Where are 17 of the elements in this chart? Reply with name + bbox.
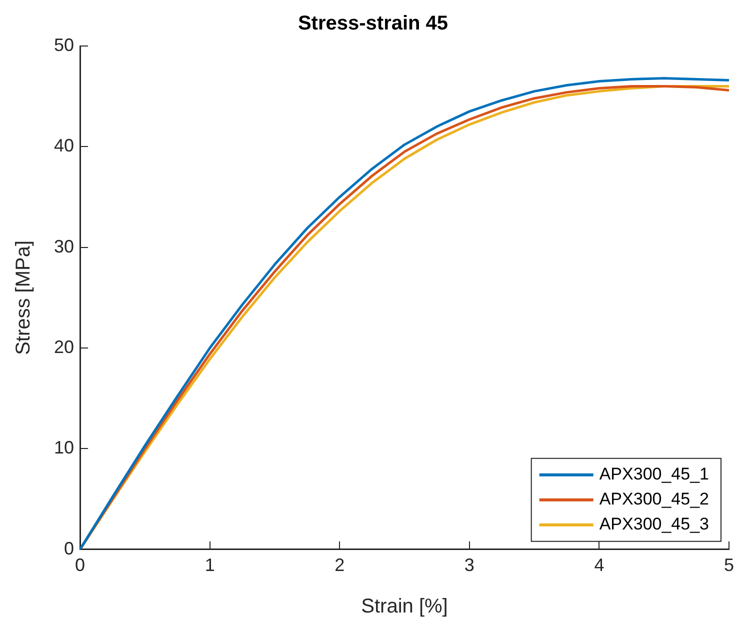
legend-label: APX300_45_3 xyxy=(599,514,709,534)
y-tick-label: 20 xyxy=(54,337,74,358)
y-tick-label: 40 xyxy=(54,136,74,156)
y-axis-title: Stress [MPa] xyxy=(12,240,35,355)
x-tick-label: 4 xyxy=(594,555,604,576)
chart-title: Stress-strain 45 xyxy=(298,12,448,35)
x-tick-label: 2 xyxy=(334,555,345,576)
legend-label: APX300_45_1 xyxy=(599,464,709,484)
x-tick-label: 1 xyxy=(204,555,215,576)
y-tick-label: 0 xyxy=(64,538,74,558)
legend-label: APX300_45_2 xyxy=(599,490,709,509)
x-tick-label: 5 xyxy=(724,555,734,576)
y-tick-label: 10 xyxy=(54,438,74,458)
y-tick-label: 30 xyxy=(54,236,74,256)
x-axis-title: Strain [%] xyxy=(361,596,448,618)
x-tick-label: 3 xyxy=(464,555,474,576)
y-tick-label: 50 xyxy=(54,34,74,55)
